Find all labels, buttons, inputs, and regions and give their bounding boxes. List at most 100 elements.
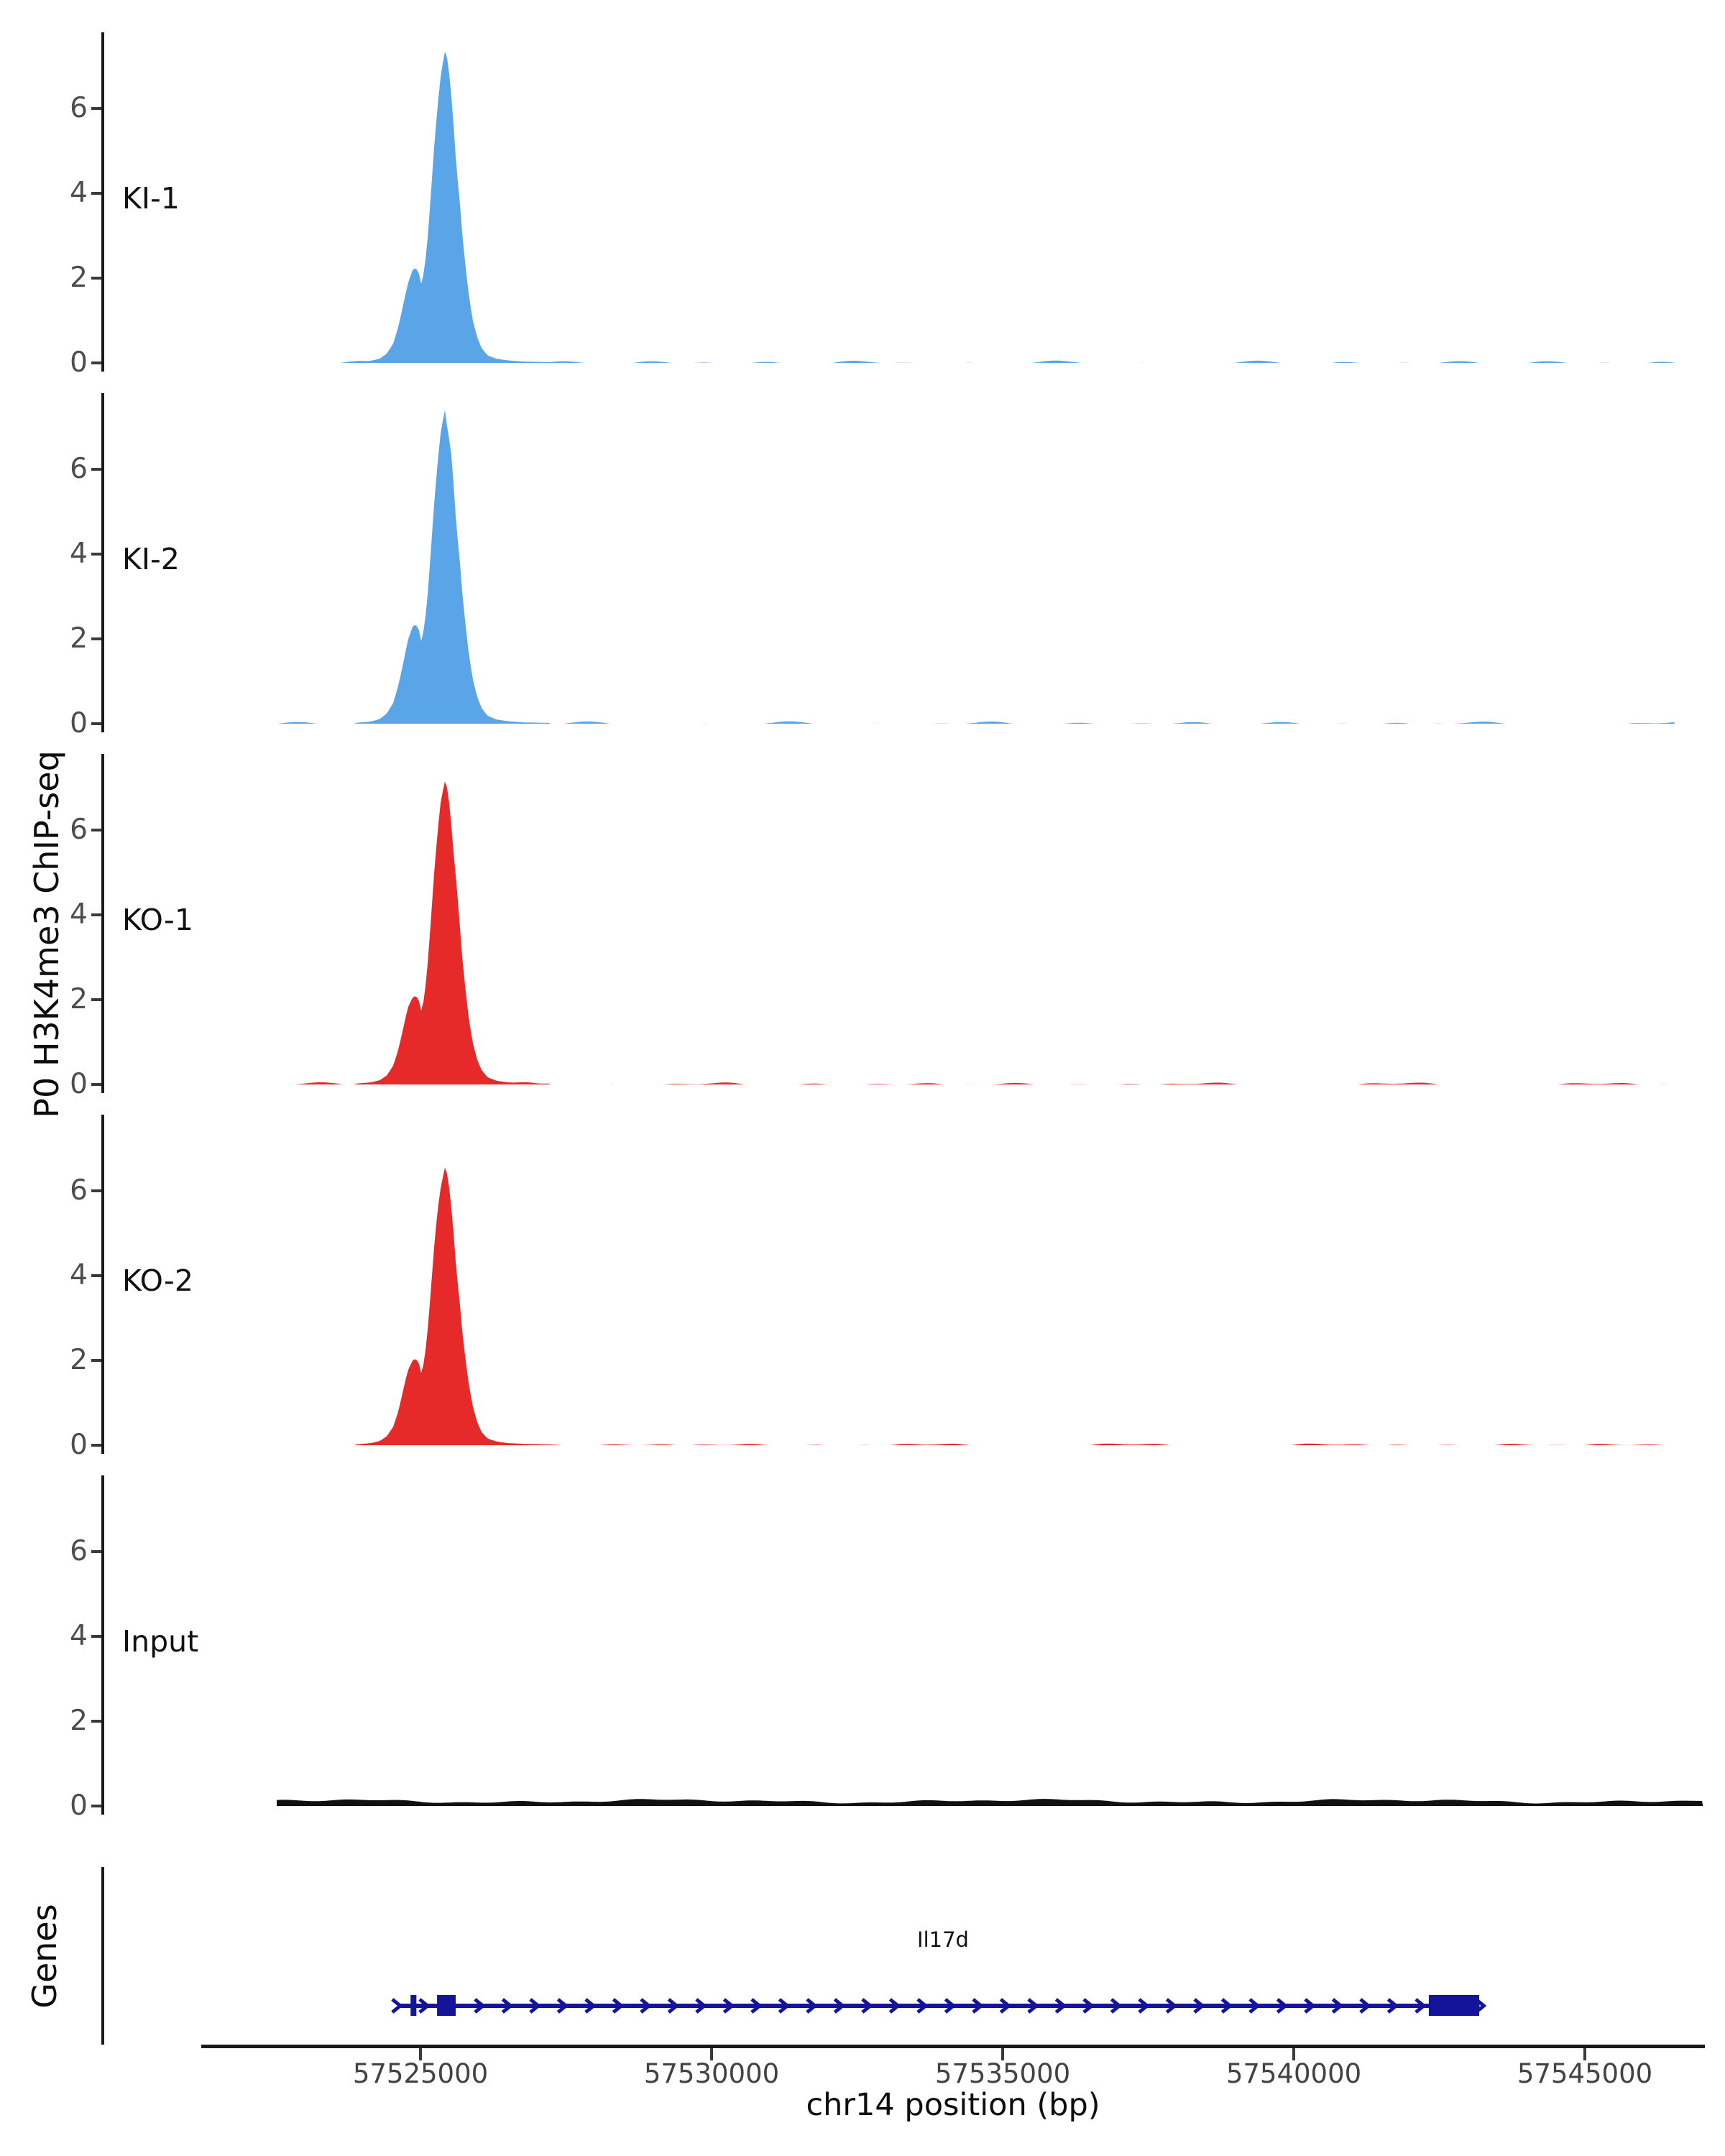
gene-strand-arrow-icon-37: [1414, 1998, 1427, 2014]
signal-area-ki-2: [277, 410, 1675, 724]
gene-strand-arrow-icon-3: [474, 1998, 486, 2014]
x-tick-57535000: [1001, 2048, 1004, 2060]
gene-strand-arrow-icon-34: [1331, 1998, 1344, 2014]
track-label-ki-1: KI-1: [122, 181, 180, 216]
y-tick-label-input-0: 0: [70, 1789, 88, 1822]
y-tick-ki-1-2: [91, 277, 101, 280]
track-label-ko-2: KO-2: [122, 1263, 193, 1298]
y-tick-label-ko-2-4: 4: [70, 1259, 88, 1291]
y-tick-ki-1-0: [91, 361, 101, 364]
y-tick-ko-1-0: [91, 1083, 101, 1086]
x-axis-line: [201, 2045, 1705, 2048]
y-tick-input-0: [91, 1805, 101, 1807]
signal-area-ko-1: [277, 781, 1675, 1084]
gene-strand-arrow-icon-21: [972, 1998, 984, 2014]
gene-strand-arrow-icon-5: [529, 1998, 541, 2014]
x-tick-label-57545000: 57545000: [1517, 2058, 1653, 2089]
y-tick-label-ki-1-6: 6: [70, 92, 88, 124]
gene-strand-arrow-icon-27: [1138, 1998, 1150, 2014]
signal-area-ki-1: [277, 51, 1675, 363]
gene-strand-arrow-icon-32: [1276, 1998, 1289, 2014]
y-tick-label-ki-1-4: 4: [70, 177, 88, 209]
gene-strand-arrow-icon-30: [1220, 1998, 1233, 2014]
gene-strand-arrow-icon-9: [640, 1998, 652, 2014]
y-tick-ki-1-6: [91, 107, 101, 110]
gene-strand-arrow-icon-15: [806, 1998, 818, 2014]
gene-strand-arrow-icon-1: [418, 1998, 431, 2014]
x-tick-label-57535000: 57535000: [934, 2058, 1071, 2089]
gene-strand-arrow-icon-17: [861, 1998, 873, 2014]
gene-exon-box-0: [437, 1995, 456, 2016]
gene-strand-arrow-icon-29: [1193, 1998, 1205, 2014]
y-tick-ko-1-2: [91, 998, 101, 1001]
y-tick-ki-2-6: [91, 468, 101, 471]
y-tick-label-ki-2-6: 6: [70, 453, 88, 485]
gene-strand-arrow-icon-28: [1165, 1998, 1178, 2014]
gene-strand-arrow-icon-11: [695, 1998, 707, 2014]
gene-strand-arrow-icon-7: [584, 1998, 597, 2014]
track-label-input: Input: [122, 1624, 199, 1659]
y-tick-label-ko-1-6: 6: [70, 814, 88, 846]
gene-strand-arrow-icon-31: [1248, 1998, 1261, 2014]
x-tick-57545000: [1583, 2048, 1586, 2060]
x-tick-57525000: [419, 2048, 422, 2060]
track-label-ki-2: KI-2: [122, 542, 180, 576]
y-tick-input-2: [91, 1720, 101, 1723]
y-axis-line-ki-2: [101, 393, 104, 732]
y-tick-ki-2-2: [91, 637, 101, 640]
gene-strand-arrow-icon-23: [1027, 1998, 1039, 2014]
gene-strand-arrow-icon-22: [999, 1998, 1012, 2014]
gene-exon-box-1: [1428, 1995, 1479, 2016]
gene-strand-arrow-icon-24: [1054, 1998, 1067, 2014]
y-tick-ko-1-4: [91, 913, 101, 916]
gene-strand-arrow-icon-20: [944, 1998, 957, 2014]
y-tick-label-ki-2-4: 4: [70, 538, 88, 570]
y-tick-label-ki-1-0: 0: [70, 346, 88, 379]
gene-strand-arrow-icon-8: [612, 1998, 625, 2014]
y-tick-ko-2-2: [91, 1359, 101, 1362]
genes-axis-line: [101, 1867, 104, 2045]
y-tick-label-ko-2-2: 2: [70, 1344, 88, 1376]
signal-area-input: [277, 1799, 1703, 1806]
gene-strand-arrow-icon-36: [1386, 1998, 1399, 2014]
y-tick-ko-2-4: [91, 1274, 101, 1277]
y-axis-line-ko-1: [101, 754, 104, 1093]
gene-strand-arrow-icon-35: [1359, 1998, 1371, 2014]
gene-strand-arrow-icon-14: [778, 1998, 791, 2014]
gene-strand-arrow-icon-13: [750, 1998, 763, 2014]
y-tick-ki-2-4: [91, 553, 101, 556]
genes-axis-title: Genes: [25, 1904, 64, 2009]
y-axis-line-ki-1: [101, 32, 104, 372]
y-tick-label-ko-1-2: 2: [70, 983, 88, 1015]
gene-body-line: [399, 2004, 1480, 2008]
gene-name-label: Il17d: [917, 1927, 969, 1952]
track-label-ko-1: KO-1: [122, 903, 193, 937]
y-tick-ko-2-6: [91, 1189, 101, 1192]
gene-strand-arrow-icon-33: [1304, 1998, 1316, 2014]
y-tick-input-6: [91, 1550, 101, 1553]
gene-tss-bar: [410, 1995, 417, 2016]
y-tick-label-ki-1-2: 2: [70, 262, 88, 294]
y-tick-label-ko-2-0: 0: [70, 1429, 88, 1461]
gene-strand-arrow-icon-6: [556, 1998, 569, 2014]
gene-strand-arrow-icon-4: [501, 1998, 514, 2014]
y-axis-title: P0 H3K4me3 ChIP-seq: [27, 750, 66, 1118]
y-tick-label-ki-2-0: 0: [70, 707, 88, 740]
y-tick-ko-1-6: [91, 829, 101, 831]
gene-strand-arrow-icon-16: [833, 1998, 846, 2014]
y-axis-line-ko-2: [101, 1115, 104, 1454]
y-tick-label-input-6: 6: [70, 1535, 88, 1567]
y-tick-label-input-4: 4: [70, 1620, 88, 1652]
gene-strand-arrow-icon-26: [1110, 1998, 1123, 2014]
gene-strand-arrow-icon-12: [722, 1998, 735, 2014]
y-tick-label-ko-2-6: 6: [70, 1174, 88, 1207]
signal-area-ko-2: [277, 1167, 1675, 1445]
gene-strand-arrow-icon-18: [888, 1998, 901, 2014]
x-tick-label-57530000: 57530000: [643, 2058, 780, 2089]
x-tick-57530000: [710, 2048, 713, 2060]
x-tick-label-57525000: 57525000: [352, 2058, 489, 2089]
y-axis-line-input: [101, 1475, 104, 1815]
y-tick-ki-2-0: [91, 722, 101, 725]
